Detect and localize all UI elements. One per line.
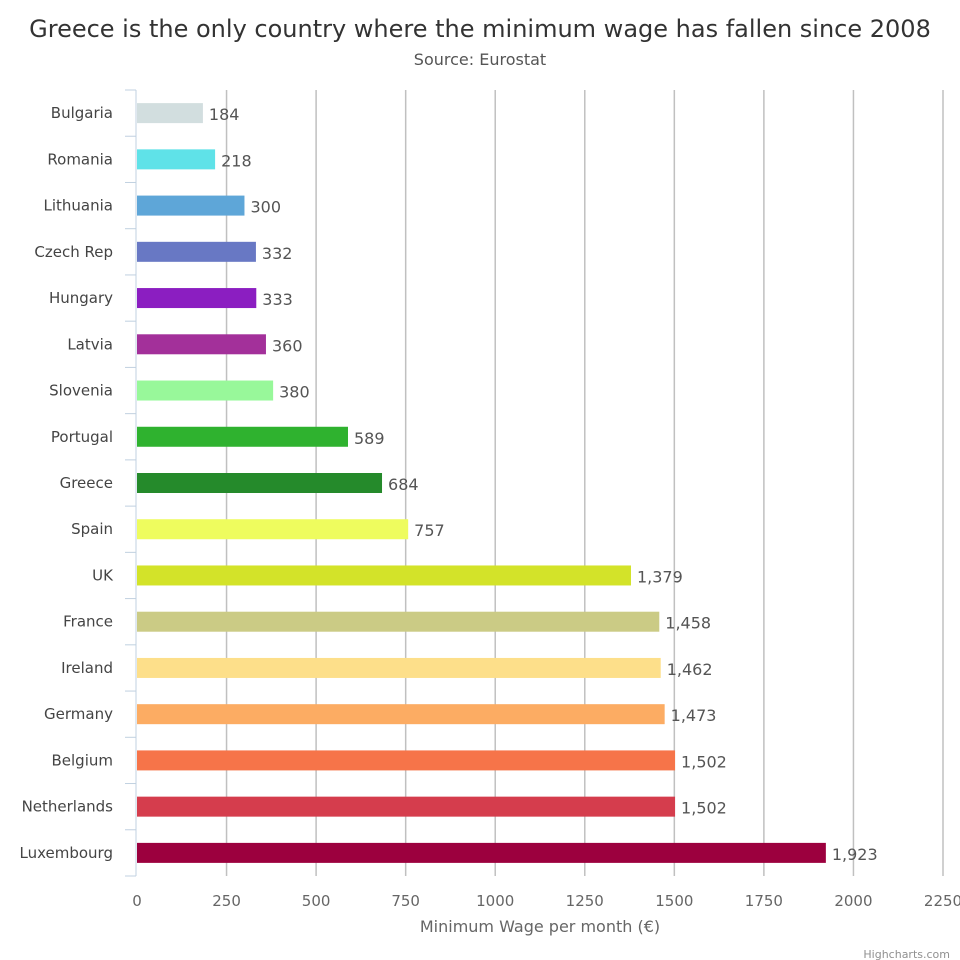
data-label: 1,379 [637,567,683,586]
category-label: Netherlands [22,798,114,816]
category-label: UK [92,566,114,584]
data-label: 1,462 [667,660,713,679]
bar[interactable] [137,103,203,124]
category-label: Hungary [49,289,113,307]
data-label: 300 [250,198,281,217]
data-label: 218 [221,151,252,170]
category-label: Luxembourg [20,844,114,862]
data-label: 1,458 [665,614,711,633]
x-tick-label: 2000 [834,892,872,910]
bar[interactable] [137,426,348,447]
category-label: Bulgaria [51,104,113,122]
category-label: Ireland [61,659,113,677]
data-label: 1,473 [671,706,717,725]
bar[interactable] [137,195,245,216]
grid-lines [225,90,944,876]
x-tick-label: 0 [132,892,142,910]
chart-subtitle: Source: Eurostat [414,50,546,69]
data-label: 332 [262,244,293,263]
data-label: 1,502 [681,799,727,818]
data-label: 1,923 [832,845,878,864]
category-label: Spain [71,520,113,538]
data-label: 1,502 [681,752,727,771]
bar[interactable] [137,750,676,771]
bars: 184 218 300 332 333 360 380 589 684 757 1,379 1,458… [137,103,878,864]
category-label: Portugal [51,428,113,446]
category-label: Greece [60,474,113,492]
bar[interactable] [137,380,274,401]
data-label: 380 [279,383,310,402]
category-label: Latvia [67,335,113,353]
x-tick-label: 500 [302,892,331,910]
x-tick-label: 750 [391,892,420,910]
bar[interactable] [137,565,631,586]
x-tick-label: 250 [212,892,241,910]
bar[interactable] [137,334,266,355]
data-label: 757 [414,521,445,540]
x-tick-label: 2250 [924,892,960,910]
data-label: 684 [388,475,419,494]
category-label: Czech Rep [34,243,113,261]
x-tick-label: 1000 [476,892,514,910]
x-tick-label: 1750 [745,892,783,910]
bar[interactable] [137,241,256,262]
category-label: France [63,613,113,631]
chart-credit[interactable]: Highcharts.com [863,948,950,960]
category-axis: Bulgaria Romania Lithuania Czech Rep Hungary… [20,89,137,877]
bar[interactable] [137,796,676,817]
bar[interactable] [137,657,661,678]
category-label: Lithuania [44,197,113,215]
bar[interactable] [137,704,665,725]
bar[interactable] [137,149,216,170]
category-label: Germany [44,705,113,723]
data-label: 184 [209,105,240,124]
bar[interactable] [137,842,826,863]
x-axis-title: Minimum Wage per month (€) [420,917,660,936]
data-label: 589 [354,429,385,448]
x-tick-label: 1500 [655,892,693,910]
data-label: 360 [272,336,303,355]
bar[interactable] [137,519,409,540]
data-label: 333 [262,290,293,309]
category-label: Slovenia [49,382,113,400]
bar[interactable] [137,473,383,493]
value-axis: 0 250 500 750 1000 1250 1500 1750 2000 2250 [132,892,960,910]
bar[interactable] [137,611,660,632]
x-tick-label: 1250 [566,892,604,910]
chart-title: Greece is the only country where the min… [29,15,931,43]
category-label: Romania [47,150,113,168]
category-label: Belgium [52,751,114,769]
bar[interactable] [137,288,257,309]
